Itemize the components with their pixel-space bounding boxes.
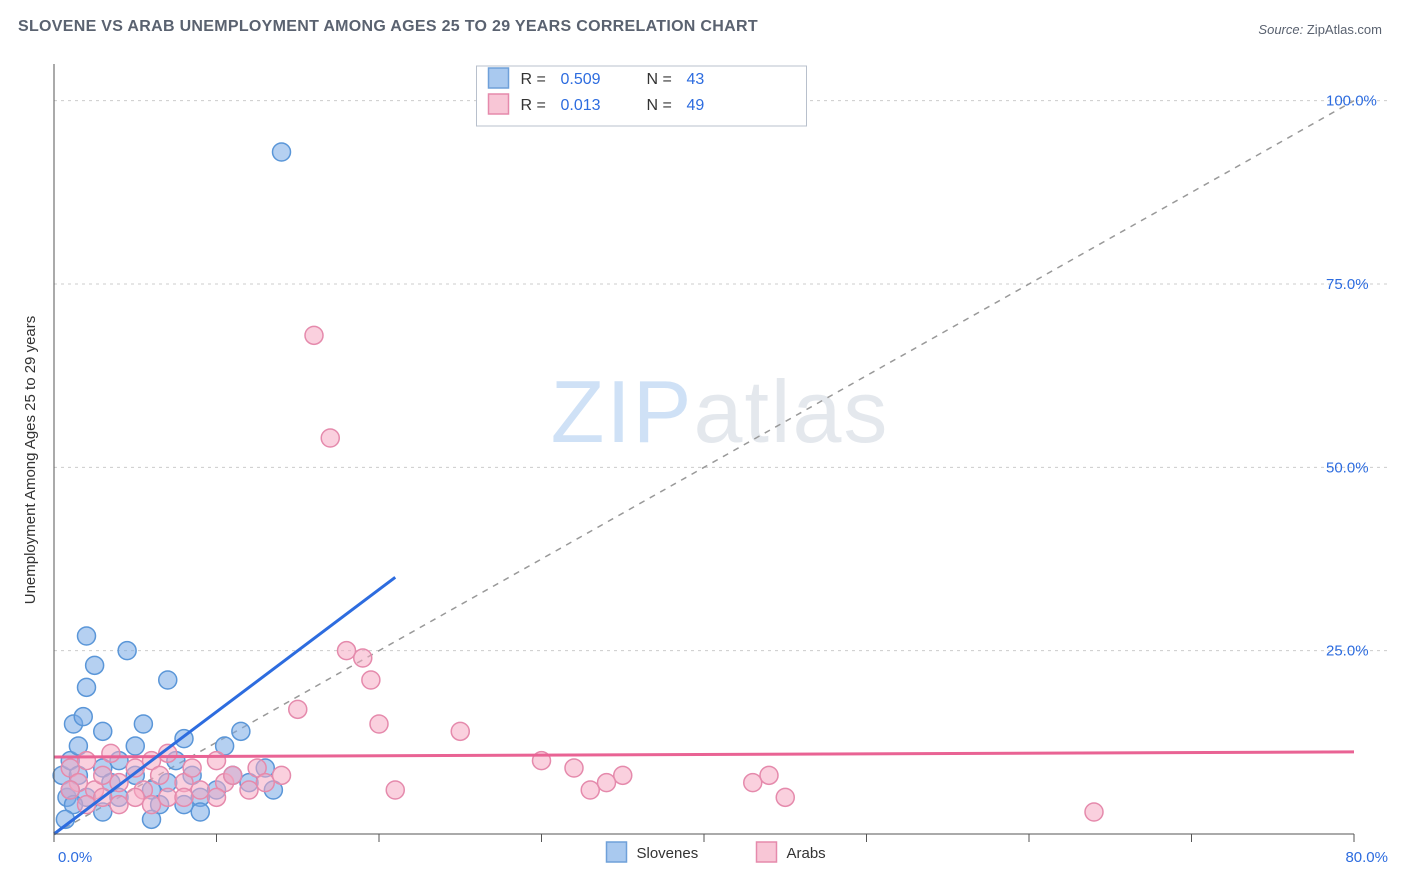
data-point <box>776 788 794 806</box>
data-point <box>183 759 201 777</box>
data-point <box>208 752 226 770</box>
data-point <box>760 766 778 784</box>
data-point <box>224 766 242 784</box>
data-point <box>78 752 96 770</box>
data-point <box>74 708 92 726</box>
data-point <box>321 429 339 447</box>
source-value: ZipAtlas.com <box>1307 22 1382 37</box>
data-point <box>273 766 291 784</box>
data-point <box>744 774 762 792</box>
y-axis-label: Unemployment Among Ages 25 to 29 years <box>22 316 39 605</box>
legend-r-value: 0.013 <box>561 97 601 114</box>
data-point <box>273 143 291 161</box>
data-point <box>598 774 616 792</box>
data-point <box>118 642 136 660</box>
chart-title: SLOVENE VS ARAB UNEMPLOYMENT AMONG AGES … <box>18 18 758 36</box>
data-point <box>78 678 96 696</box>
data-point <box>1085 803 1103 821</box>
data-point <box>565 759 583 777</box>
bottom-legend-label: Slovenes <box>637 845 699 862</box>
data-point <box>61 781 79 799</box>
y-tick-label: 50.0% <box>1326 459 1369 476</box>
x-tick-label: 80.0% <box>1345 849 1388 866</box>
data-point <box>94 722 112 740</box>
data-point <box>151 766 169 784</box>
data-point <box>581 781 599 799</box>
scatter-chart: 0.0% 80.0% 25.0% 50.0% 75.0% 100.0% R = 0.509 N … <box>50 60 1390 880</box>
data-point <box>208 788 226 806</box>
data-point <box>256 774 274 792</box>
legend-n-label: N = <box>647 71 672 88</box>
y-tick-label: 25.0% <box>1326 643 1369 660</box>
data-point <box>126 788 144 806</box>
data-point <box>143 796 161 814</box>
data-point <box>110 796 128 814</box>
legend-r-value: 0.509 <box>561 71 601 88</box>
legend-n-value: 43 <box>687 71 705 88</box>
data-point <box>338 642 356 660</box>
bottom-legend-swatch <box>607 842 627 862</box>
data-point <box>614 766 632 784</box>
data-point <box>362 671 380 689</box>
data-point <box>94 766 112 784</box>
legend-swatch <box>489 68 509 88</box>
data-point <box>305 326 323 344</box>
data-point <box>102 744 120 762</box>
data-point <box>289 700 307 718</box>
data-point <box>134 715 152 733</box>
data-point <box>386 781 404 799</box>
data-point <box>232 722 250 740</box>
bottom-legend-swatch <box>757 842 777 862</box>
y-tick-label: 75.0% <box>1326 276 1369 293</box>
legend-r-label: R = <box>521 97 546 114</box>
source-label: Source: <box>1258 22 1303 37</box>
bottom-legend-label: Arabs <box>787 845 826 862</box>
data-point <box>451 722 469 740</box>
data-point <box>191 781 209 799</box>
data-point <box>78 627 96 645</box>
data-point <box>159 788 177 806</box>
source-attribution: Source: ZipAtlas.com <box>1258 22 1382 37</box>
data-point <box>354 649 372 667</box>
y-tick-label: 100.0% <box>1326 93 1377 110</box>
data-point <box>86 656 104 674</box>
plot-area: Unemployment Among Ages 25 to 29 years Z… <box>50 60 1390 860</box>
data-point <box>240 781 258 799</box>
data-point <box>126 737 144 755</box>
data-point <box>370 715 388 733</box>
legend-n-value: 49 <box>687 97 705 114</box>
x-tick-label: 0.0% <box>58 849 92 866</box>
legend-n-label: N = <box>647 97 672 114</box>
data-point <box>159 671 177 689</box>
data-point <box>175 788 193 806</box>
legend-r-label: R = <box>521 71 546 88</box>
data-point <box>191 803 209 821</box>
legend-swatch <box>489 94 509 114</box>
